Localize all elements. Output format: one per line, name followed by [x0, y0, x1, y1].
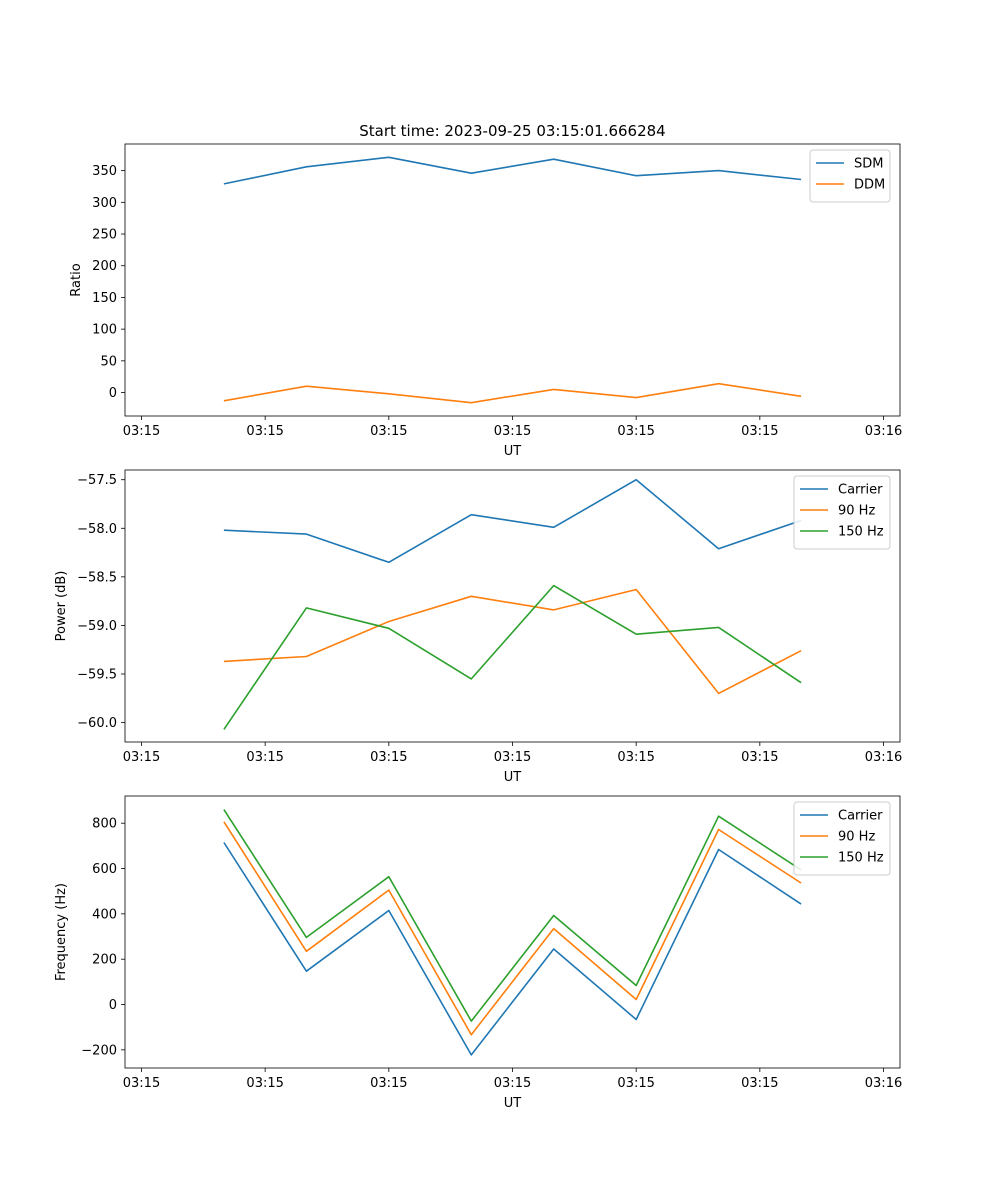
plot-frame [124, 143, 901, 417]
x-tick-label: 03:15 [494, 1076, 531, 1091]
y-tick-label: 100 [92, 323, 117, 338]
legend-label: 150 Hz [838, 525, 884, 540]
legend-label: Carrier [838, 483, 883, 498]
x-tick-label: 03:15 [370, 1076, 407, 1091]
x-tick-label: 03:15 [741, 424, 778, 439]
y-tick-label: 0 [109, 386, 117, 401]
x-tick-label: 03:15 [494, 750, 531, 765]
chart-title: Start time: 2023-09-25 03:15:01.666284 [359, 122, 665, 140]
x-tick-label: 03:15 [246, 424, 283, 439]
x-tick-label: 03:16 [865, 424, 902, 439]
x-axis-label: UT [504, 1096, 522, 1111]
y-tick-label: 350 [92, 164, 117, 179]
y-tick-label: −60.0 [77, 716, 117, 731]
y-tick-label: −58.0 [77, 522, 117, 537]
y-axis-label: Ratio [69, 263, 84, 296]
y-tick-label: 300 [92, 196, 117, 211]
y-tick-label: 250 [92, 228, 117, 243]
y-axis-label: Power (dB) [54, 571, 69, 642]
x-tick-label: 03:15 [617, 424, 654, 439]
x-tick-label: 03:15 [741, 1076, 778, 1091]
legend-label: Carrier [838, 809, 883, 824]
x-tick-label: 03:15 [123, 1076, 160, 1091]
x-tick-label: 03:15 [123, 750, 160, 765]
y-tick-label: 50 [100, 354, 117, 369]
series-line-carrier [223, 478, 802, 564]
legend-label: 90 Hz [838, 830, 875, 845]
series-line-ddm [223, 382, 802, 404]
x-tick-label: 03:15 [246, 1076, 283, 1091]
y-axis-label: Frequency (Hz) [54, 883, 69, 981]
plot-frame [124, 469, 901, 743]
y-tick-label: −59.5 [77, 668, 117, 683]
x-tick-label: 03:16 [865, 750, 902, 765]
series-line-90-hz [223, 588, 802, 695]
y-tick-label: −58.5 [77, 570, 117, 585]
x-axis-label: UT [504, 770, 522, 785]
plot-frame [124, 795, 901, 1069]
y-tick-label: −57.5 [77, 473, 117, 488]
y-tick-label: 200 [92, 259, 117, 274]
x-tick-label: 03:15 [246, 750, 283, 765]
legend-label: DDM [854, 178, 885, 193]
series-line-90-hz [223, 821, 802, 1036]
series-line-carrier [223, 842, 802, 1056]
y-tick-label: 800 [92, 817, 117, 832]
x-tick-label: 03:15 [617, 1076, 654, 1091]
panels: 03:15 03:15 03:15 03:15 03:15 03:15 03:16 0 50 10… [54, 143, 902, 1111]
x-tick-label: 03:15 [123, 424, 160, 439]
y-tick-label: 400 [92, 907, 117, 922]
legend-label: 90 Hz [838, 504, 875, 519]
legend-label: SDM [854, 157, 883, 172]
y-tick-label: 150 [92, 291, 117, 306]
legend-label: 150 Hz [838, 851, 884, 866]
x-axis-label: UT [504, 444, 522, 459]
y-tick-label: −200 [81, 1043, 117, 1058]
x-tick-label: 03:15 [617, 750, 654, 765]
x-tick-label: 03:15 [494, 424, 531, 439]
x-tick-label: 03:16 [865, 1076, 902, 1091]
x-tick-label: 03:15 [741, 750, 778, 765]
x-tick-label: 03:15 [370, 750, 407, 765]
y-tick-label: 200 [92, 953, 117, 968]
y-tick-label: −59.0 [77, 619, 117, 634]
chart-panel-2: 03:15 03:15 03:15 03:15 03:15 03:15 03:16 −60.0… [54, 469, 902, 785]
y-tick-label: 0 [109, 998, 117, 1013]
chart-panel-3: 03:15 03:15 03:15 03:15 03:15 03:15 03:16 −200 0… [54, 795, 902, 1111]
series-line-150-hz [223, 584, 802, 730]
series-line-sdm [223, 156, 802, 185]
y-tick-label: 600 [92, 862, 117, 877]
series-line-150-hz [223, 809, 802, 1022]
chart-panel-1: 03:15 03:15 03:15 03:15 03:15 03:15 03:16 0 50 10… [69, 143, 902, 459]
x-tick-label: 03:15 [370, 424, 407, 439]
